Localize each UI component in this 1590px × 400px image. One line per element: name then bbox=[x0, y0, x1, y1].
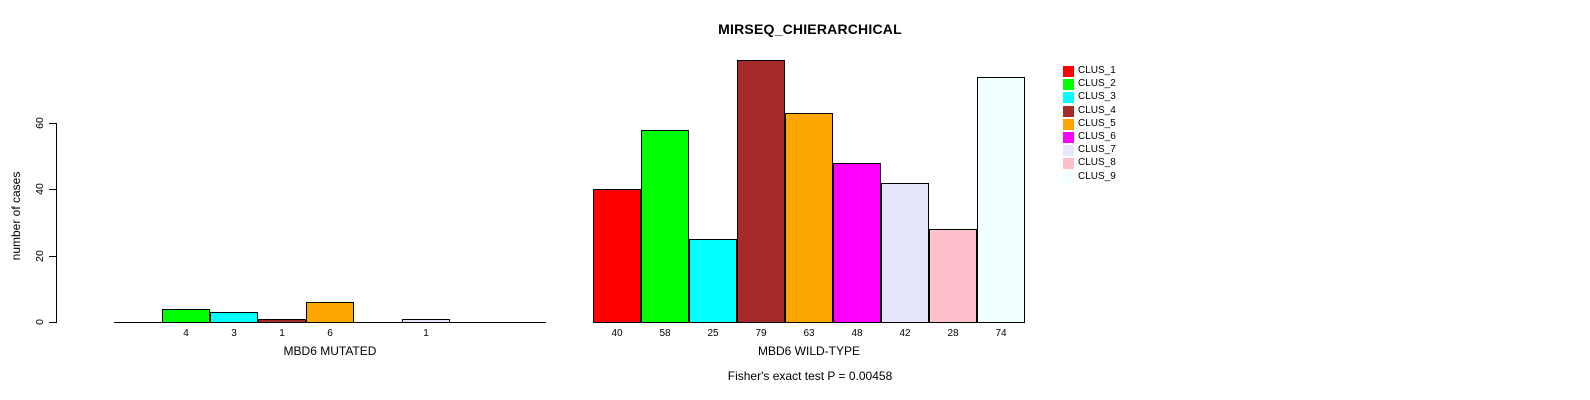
y-tick-mark bbox=[49, 123, 56, 124]
chart-title: MIRSEQ_CHIERARCHICAL bbox=[718, 21, 902, 37]
bar-value-label: 58 bbox=[659, 328, 671, 339]
y-tick-label: 0 bbox=[34, 319, 46, 325]
legend-label-clus_1: CLUS_1 bbox=[1078, 65, 1116, 76]
bar-clus_5 bbox=[785, 113, 833, 323]
legend-swatch-clus_1 bbox=[1063, 66, 1074, 77]
legend-label-clus_7: CLUS_7 bbox=[1078, 144, 1116, 156]
bar-value-label: 48 bbox=[851, 328, 863, 339]
y-tick-mark bbox=[49, 322, 56, 323]
bar-value-label: 3 bbox=[231, 328, 237, 339]
x-axis-label-wildtype: MBD6 WILD-TYPE bbox=[757, 344, 860, 358]
bar-clus_1 bbox=[593, 189, 641, 323]
bar-clus_4 bbox=[737, 60, 785, 323]
y-tick-label: 60 bbox=[34, 117, 46, 129]
legend-swatch-clus_2 bbox=[1063, 79, 1074, 91]
bar-value-label: 74 bbox=[995, 328, 1007, 339]
y-tick-label: 20 bbox=[34, 250, 46, 262]
legend-swatch-clus_8 bbox=[1063, 158, 1074, 170]
bar-clus_3 bbox=[210, 312, 258, 323]
y-tick-label: 40 bbox=[34, 183, 46, 195]
y-axis-line bbox=[56, 123, 57, 323]
y-tick-mark bbox=[49, 256, 56, 257]
fisher-test-annotation: Fisher's exact test P = 0.00458 bbox=[727, 369, 893, 383]
bar-clus_5 bbox=[306, 302, 354, 323]
bar-value-label: 6 bbox=[327, 328, 333, 339]
bar-clus_9 bbox=[977, 77, 1025, 323]
legend-swatch-clus_4 bbox=[1063, 105, 1074, 117]
bar-value-label: 1 bbox=[279, 328, 285, 339]
x-axis-label-mutated: MBD6 MUTATED bbox=[283, 344, 377, 358]
bar-value-label: 42 bbox=[899, 328, 911, 339]
legend-label-clus_5: CLUS_5 bbox=[1078, 117, 1116, 129]
y-tick-mark bbox=[49, 189, 56, 190]
legend-label-clus_6: CLUS_6 bbox=[1078, 131, 1116, 142]
y-axis-label: number of cases bbox=[9, 171, 23, 261]
bar-value-label: 28 bbox=[947, 328, 959, 339]
bar-value-label: 1 bbox=[423, 328, 429, 339]
bar-clus_7 bbox=[881, 183, 929, 323]
legend-label-clus_9: CLUS_9 bbox=[1078, 170, 1116, 182]
bar-clus_7 bbox=[402, 319, 450, 323]
bar-value-label: 4 bbox=[183, 328, 189, 339]
legend-swatch-clus_5 bbox=[1063, 118, 1074, 130]
bar-clus_2 bbox=[641, 130, 689, 323]
bar-clus_2 bbox=[162, 309, 210, 323]
bar-clus_4 bbox=[258, 319, 306, 323]
bar-clus_3 bbox=[689, 239, 737, 323]
bar-value-label: 25 bbox=[707, 328, 719, 339]
legend-label-clus_8: CLUS_8 bbox=[1078, 157, 1116, 169]
bar-value-label: 63 bbox=[803, 328, 815, 339]
legend-label-clus_2: CLUS_2 bbox=[1078, 78, 1116, 90]
legend-swatch-clus_6 bbox=[1063, 132, 1074, 143]
legend-label-clus_4: CLUS_4 bbox=[1078, 104, 1116, 116]
bar-value-label: 40 bbox=[611, 328, 623, 339]
legend-swatch-clus_9 bbox=[1063, 171, 1074, 183]
legend-swatch-clus_3 bbox=[1063, 92, 1074, 104]
legend-label-clus_3: CLUS_3 bbox=[1078, 91, 1116, 103]
legend-swatch-clus_7 bbox=[1063, 145, 1074, 157]
bar-clus_8 bbox=[929, 229, 977, 323]
bar-clus_6 bbox=[833, 163, 881, 323]
bar-value-label: 79 bbox=[755, 328, 767, 339]
